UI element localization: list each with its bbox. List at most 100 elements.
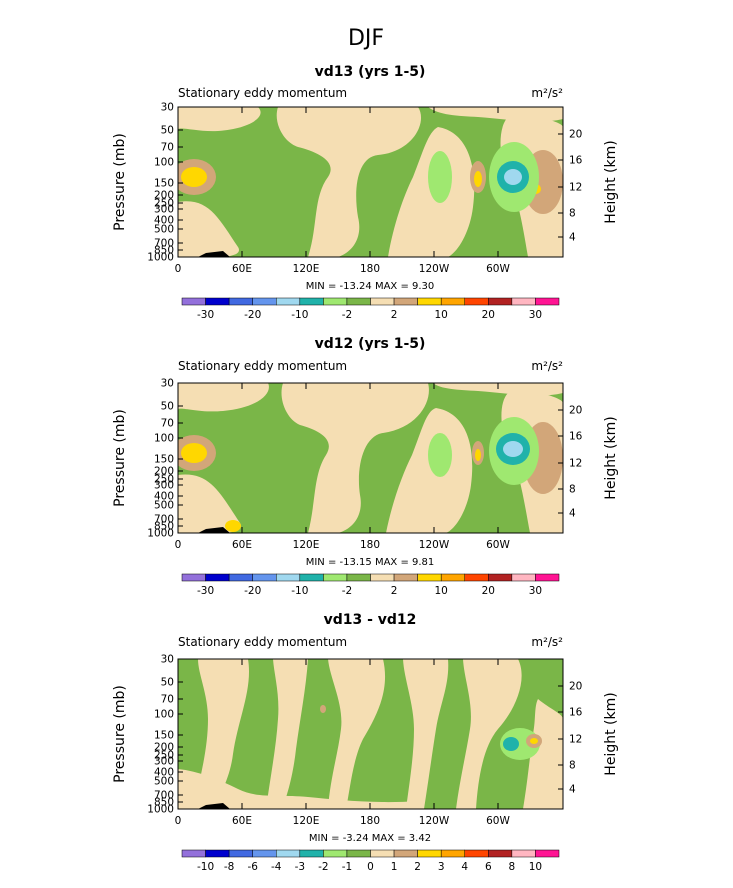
panel-3-colorbar-label: 4 bbox=[461, 861, 468, 873]
panel-1-colorbar-swatch bbox=[323, 297, 348, 306]
panel-3-surface bbox=[198, 803, 230, 809]
panel-2-ylabel-right: Height (km) bbox=[603, 416, 619, 499]
panel-3-region-e bbox=[456, 659, 522, 809]
panel-2-ytick-label: 400 bbox=[154, 491, 174, 503]
panel-1-xtick-label: 0 bbox=[175, 263, 182, 275]
panel-2-ytick-right-label: 8 bbox=[569, 484, 576, 496]
panel-3-ylabel: Pressure (mb) bbox=[112, 685, 128, 783]
panel-2-ytick-right-label: 4 bbox=[569, 508, 576, 520]
panel-1-ytick-label: 300 bbox=[154, 204, 174, 216]
panel-3-xtick-label: 60E bbox=[232, 815, 252, 827]
panel-3-teal-east bbox=[503, 737, 519, 751]
panel-2-cyan-east bbox=[503, 441, 523, 457]
panel-3-xtick-label: 0 bbox=[175, 815, 182, 827]
panel-2-ytick-label: 200 bbox=[154, 466, 174, 478]
panel-1-ytick-label: 150 bbox=[154, 178, 174, 190]
panel-3-colorbar-swatch bbox=[299, 849, 324, 858]
panel-2-warm-west-inner bbox=[181, 443, 207, 463]
panel-2-colorbar-label: 2 bbox=[391, 585, 398, 597]
panel-2-ytick-label: 150 bbox=[154, 454, 174, 466]
panel-3-ytick-label: 1000 bbox=[147, 804, 174, 816]
panel-3-colorbar-swatch bbox=[370, 849, 395, 858]
panel-3-colorbar-label: 10 bbox=[529, 861, 542, 873]
panel-1-colorbar-swatch bbox=[511, 297, 536, 306]
panel-2-surface bbox=[198, 527, 230, 533]
panel-3-colorbar-label: -10 bbox=[197, 861, 214, 873]
panel-2-colorbar-swatch bbox=[276, 573, 301, 582]
panel-3-colorbar-label: 1 bbox=[391, 861, 398, 873]
panel-2-ytick-right-label: 16 bbox=[569, 431, 583, 443]
panel-2-colorbar-swatch bbox=[535, 573, 560, 582]
panel-3-colorbar-swatch bbox=[205, 849, 230, 858]
panel-3-xtick-label: 180 bbox=[360, 815, 380, 827]
panel-2-ytick-label: 500 bbox=[154, 500, 174, 512]
panel-1-ylabel: Pressure (mb) bbox=[112, 133, 128, 231]
panel-2-colorbar-label: -10 bbox=[291, 585, 308, 597]
panel-2-colorbar-swatch bbox=[511, 573, 536, 582]
panel-3-xtick-label: 60W bbox=[486, 815, 510, 827]
panel-1-colorbar-swatch bbox=[299, 297, 324, 306]
panel-2-region-a bbox=[178, 383, 269, 412]
panel-1-xtick-label: 60E bbox=[232, 263, 252, 275]
panel-1-ytick-right-label: 8 bbox=[569, 208, 576, 220]
panel-1-ytick-label: 1000 bbox=[147, 252, 174, 264]
panel-3-warm-east-core bbox=[530, 738, 538, 744]
panel-1-colorbar-label: 10 bbox=[435, 309, 448, 321]
panel-3-ytick-label: 850 bbox=[154, 797, 174, 809]
panel-3-colorbar-swatch bbox=[511, 849, 536, 858]
panel-1-colorbar-label: -20 bbox=[244, 309, 261, 321]
panel-3-colorbar-label: -1 bbox=[342, 861, 352, 873]
panel-1-colorbar-label: -30 bbox=[197, 309, 214, 321]
panel-3-ytick-label: 500 bbox=[154, 776, 174, 788]
panel-1-cyan-east bbox=[504, 169, 522, 185]
panel-1-ytick-label: 50 bbox=[161, 125, 174, 137]
panel-2-colorbar-label: 20 bbox=[482, 585, 495, 597]
panel-3-colorbar-label: -3 bbox=[295, 861, 305, 873]
panel-3-colorbar-swatch bbox=[488, 849, 513, 858]
panel-1-ytick-label: 700 bbox=[154, 238, 174, 250]
panel-2-colorbar-swatch bbox=[205, 573, 230, 582]
panel-3-region-b bbox=[266, 659, 308, 809]
panel-2-ytick-label: 1000 bbox=[147, 528, 174, 540]
panel-3-colorbar-swatch bbox=[228, 849, 253, 858]
panel-2-region-d bbox=[178, 474, 241, 533]
panel-2-xtick-label: 120W bbox=[419, 539, 450, 551]
panel-3-colorbar-swatch bbox=[323, 849, 348, 858]
panel-2-colorbar-label: 30 bbox=[529, 585, 542, 597]
panel-2-colorbar-label: -30 bbox=[197, 585, 214, 597]
panel-1-xtick-label: 120W bbox=[419, 263, 450, 275]
panel-3-ytick-label: 200 bbox=[154, 742, 174, 754]
panel-3-colorbar-swatch bbox=[440, 849, 465, 858]
panel-2-minmax: MIN = -13.15 MAX = 9.81 bbox=[306, 557, 435, 568]
panel-1-colorbar-swatch bbox=[181, 297, 206, 306]
panel-3-region-g bbox=[178, 769, 418, 809]
panel-3-colorbar-label: 8 bbox=[509, 861, 516, 873]
panel-2-lightgreen-mid bbox=[428, 433, 452, 477]
panel-1-region-a bbox=[178, 107, 261, 132]
panel-3-colorbar-label: 3 bbox=[438, 861, 445, 873]
panel-2-ytick-label: 70 bbox=[161, 418, 174, 430]
panel-2-ytick-label: 300 bbox=[154, 480, 174, 492]
panel-3-colorbar-label: -6 bbox=[247, 861, 258, 873]
panel-3-ytick-label: 100 bbox=[154, 709, 174, 721]
panel-3-ytick-right-label: 16 bbox=[569, 707, 583, 719]
panel-1-ytick-label: 500 bbox=[154, 224, 174, 236]
panel-2-colorbar-swatch bbox=[181, 573, 206, 582]
panel-3-title: vd13 - vd12 bbox=[324, 612, 417, 628]
panel-3-colorbar-label: -2 bbox=[318, 861, 328, 873]
panel-3-colorbar-label: 6 bbox=[485, 861, 492, 873]
panel-3-ylabel-right: Height (km) bbox=[603, 692, 619, 775]
panel-2-colorbar-swatch bbox=[464, 573, 489, 582]
panel-1-xtick-label: 60W bbox=[486, 263, 510, 275]
panel-1-ytick-label: 100 bbox=[154, 157, 174, 169]
panel-2-ytick-right-label: 12 bbox=[569, 458, 582, 470]
panel-1-colorbar-swatch bbox=[393, 297, 418, 306]
panel-2-ytick-right-label: 20 bbox=[569, 405, 582, 417]
panel-1-ytick-right-label: 20 bbox=[569, 129, 582, 141]
panel-1-ytick-label: 30 bbox=[161, 102, 174, 114]
panel-3-xtick-label: 120W bbox=[419, 815, 450, 827]
panel-2-warm-small-core bbox=[475, 449, 481, 461]
panel-3-colorbar-swatch bbox=[464, 849, 489, 858]
panel-1-region-d bbox=[178, 201, 239, 257]
panel-3-colorbar-swatch bbox=[252, 849, 277, 858]
